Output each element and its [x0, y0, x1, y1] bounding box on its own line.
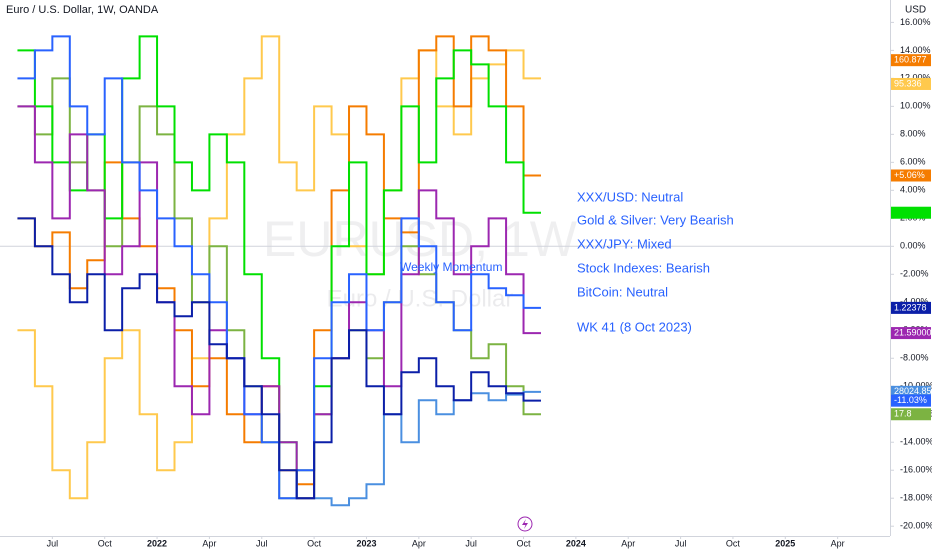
y-tick-label: -20.00%	[900, 521, 932, 531]
y-tick-label: 16.00%	[900, 17, 931, 27]
x-tick-label: Jul	[465, 538, 477, 548]
price-label: 95.336	[894, 78, 922, 88]
annotation: XXX/JPY: Mixed	[577, 236, 672, 251]
x-tick-label: 2025	[775, 538, 795, 548]
y-tick-label: 6.00%	[900, 157, 926, 167]
y-tick-label: -16.00%	[900, 465, 932, 475]
x-tick-label: Oct	[307, 538, 322, 548]
y-tick-label: -4.00%	[900, 297, 929, 307]
y-tick-label: 8.00%	[900, 129, 926, 139]
annotation: XXX/USD: Neutral	[577, 189, 683, 204]
plot-label: Weekly Momentum	[400, 260, 502, 274]
annotation: BitCoin: Neutral	[577, 284, 668, 299]
price-label-box	[891, 206, 931, 219]
y-tick-label: 14.00%	[900, 45, 931, 55]
y-tick-label: -14.00%	[900, 437, 932, 447]
x-tick-label: Apr	[202, 538, 216, 548]
watermark-subtitle: Euro / U.S. Dollar	[327, 285, 514, 312]
price-label: -11.03%	[894, 395, 927, 405]
annotation: Stock Indexes: Bearish	[577, 260, 710, 275]
price-label-box	[891, 54, 931, 67]
y-tick-label: 10.00%	[900, 101, 931, 111]
x-tick-label: Oct	[726, 538, 741, 548]
y-tick-label: -18.00%	[900, 493, 932, 503]
event-icon-bolt	[522, 519, 528, 529]
watermark: EURUSD, 1W	[263, 211, 578, 267]
price-label: 21.59000	[894, 327, 932, 337]
price-label-box	[891, 301, 931, 314]
price-label: 28024.85	[894, 386, 932, 396]
series-line	[17, 35, 541, 500]
x-tick-label: Apr	[621, 538, 635, 548]
y-tick-label: 12.00%	[900, 73, 931, 83]
y-tick-label: -10.00%	[900, 381, 932, 391]
chart-title: Euro / U.S. Dollar, 1W, OANDA	[6, 4, 159, 16]
price-label-box	[891, 169, 931, 182]
x-tick-label: Jul	[47, 538, 59, 548]
y-tick-label: 4.00%	[900, 185, 926, 195]
axis-unit[interactable]: USD	[905, 5, 926, 16]
plot	[0, 35, 890, 507]
price-label-box	[891, 77, 931, 90]
x-tick-label: Apr	[412, 538, 426, 548]
series-line	[314, 390, 541, 507]
y-tick-label: 0.00%	[900, 241, 926, 251]
price-label-box	[891, 327, 931, 340]
x-tick-label: Jul	[675, 538, 687, 548]
x-tick-label: 2023	[356, 538, 376, 548]
price-label: 160.877	[894, 55, 927, 65]
price-label: 1.22378	[894, 302, 927, 312]
x-tick-label: Jul	[256, 538, 268, 548]
x-tick-label: Apr	[831, 538, 845, 548]
series-line	[17, 217, 541, 500]
annotation: Gold & Silver: Very Bearish	[577, 212, 734, 227]
price-label: 17.8	[894, 409, 912, 419]
x-tick-label: 2024	[566, 538, 586, 548]
price-label-box	[891, 408, 931, 421]
annotation: WK 41 (8 Oct 2023)	[577, 319, 692, 334]
x-tick-label: Oct	[517, 538, 532, 548]
x-tick-label: Oct	[98, 538, 113, 548]
price-label-box	[891, 394, 931, 407]
price-label: +5.06%	[894, 170, 925, 180]
y-tick-label: -2.00%	[900, 269, 929, 279]
x-tick-label: 2022	[147, 538, 167, 548]
y-tick-label: -8.00%	[900, 353, 929, 363]
